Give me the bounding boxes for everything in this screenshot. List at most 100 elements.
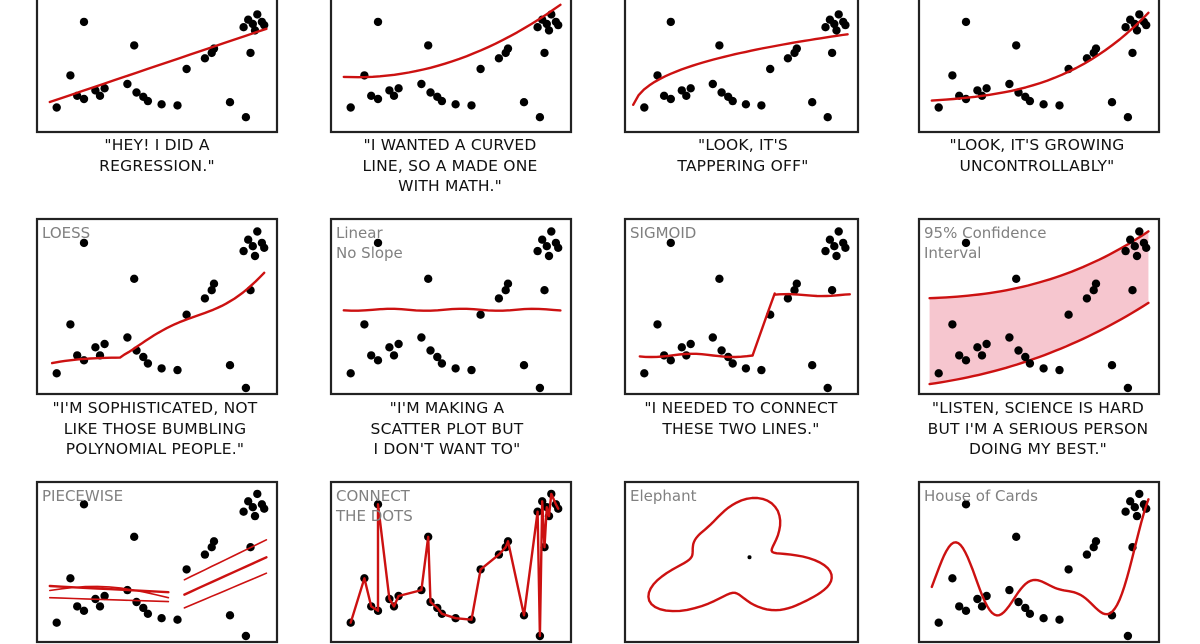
data-point [1142, 20, 1151, 30]
data-point [640, 103, 649, 112]
data-point [173, 615, 182, 624]
data-point [239, 507, 248, 516]
data-point [139, 603, 148, 613]
data-point [554, 243, 563, 252]
data-point [503, 44, 513, 53]
data-point [476, 310, 485, 319]
data-point [717, 88, 726, 97]
data-point [1126, 235, 1135, 244]
fit-line [48, 27, 268, 104]
fit-line [342, 307, 562, 312]
data-point [544, 251, 554, 261]
panel-p8: 95% Confidence Interval [917, 217, 1161, 396]
data-point [426, 346, 435, 355]
data-point [659, 91, 669, 101]
data-point [157, 614, 166, 623]
data-point [476, 64, 485, 74]
data-point [1039, 100, 1048, 109]
data-point [367, 351, 376, 360]
data-point [182, 64, 191, 74]
data-point [961, 238, 971, 248]
data-point [248, 242, 257, 251]
data-point [73, 602, 82, 611]
data-point [132, 597, 141, 607]
panel-label: THE DOTS [335, 507, 413, 525]
data-point [653, 320, 662, 329]
data-point [540, 48, 549, 58]
panel-frame [35, 217, 279, 396]
data-point [437, 359, 447, 368]
data-point [248, 19, 257, 29]
data-point [1025, 359, 1035, 368]
data-point [123, 333, 132, 342]
data-point [66, 71, 75, 80]
data-point [640, 369, 649, 378]
data-point [424, 274, 433, 283]
panel-p12: House of Cards [917, 480, 1161, 644]
fit-line [638, 352, 754, 359]
fit-line [342, 3, 562, 79]
fit-line [928, 301, 1150, 386]
data-point [834, 227, 843, 236]
data-point [253, 227, 262, 236]
data-point [66, 574, 75, 583]
data-point [1082, 294, 1092, 303]
data-point [955, 602, 964, 611]
panel-label: SIGMOID [630, 224, 696, 242]
data-point [100, 339, 109, 349]
panel-p6: Linear No Slope [329, 217, 573, 396]
fit-line [349, 492, 560, 638]
data-point [783, 294, 793, 303]
data-point [682, 351, 691, 360]
data-point [1121, 246, 1130, 256]
data-point [827, 286, 837, 295]
data-point [1005, 333, 1014, 342]
data-point [542, 19, 551, 29]
panel-frame [329, 480, 573, 644]
data-point [728, 359, 737, 368]
data-point [708, 79, 717, 89]
data-point [1132, 511, 1142, 521]
data-point [373, 356, 383, 365]
data-point [519, 361, 529, 370]
data-point [143, 96, 153, 106]
data-point [373, 94, 383, 104]
data-point [1132, 26, 1142, 35]
data-point [1012, 532, 1021, 541]
data-point [666, 94, 675, 104]
data-point [666, 238, 675, 248]
data-point [961, 500, 971, 509]
fit-line [49, 596, 170, 603]
data-point [95, 602, 105, 611]
panel-p1 [35, 0, 279, 134]
data-point [79, 17, 89, 27]
data-point [717, 346, 726, 355]
data-point [544, 26, 554, 35]
data-point [451, 100, 460, 109]
data-point [547, 227, 556, 236]
data-point [977, 351, 987, 360]
data-point [1091, 279, 1101, 288]
data-point [757, 365, 766, 375]
data-point [1128, 48, 1137, 58]
data-point [1135, 489, 1144, 499]
data-point [389, 91, 399, 101]
data-point [948, 574, 957, 583]
panel-frame [623, 0, 860, 134]
panel-frame [917, 0, 1161, 134]
data-point [225, 611, 235, 620]
data-point [260, 20, 269, 30]
data-point [955, 351, 964, 360]
data-point [973, 594, 982, 604]
fit-line [930, 498, 1150, 617]
data-point [385, 343, 394, 352]
data-point [766, 64, 775, 74]
caption-p3: "LOOK, IT'S TAPPERING OFF" [677, 136, 809, 175]
data-point [95, 91, 105, 101]
data-point [1005, 585, 1014, 595]
data-point [1130, 503, 1139, 512]
data-point [1021, 603, 1030, 613]
data-point [1135, 227, 1144, 236]
data-point [757, 101, 766, 110]
data-point [260, 504, 269, 513]
